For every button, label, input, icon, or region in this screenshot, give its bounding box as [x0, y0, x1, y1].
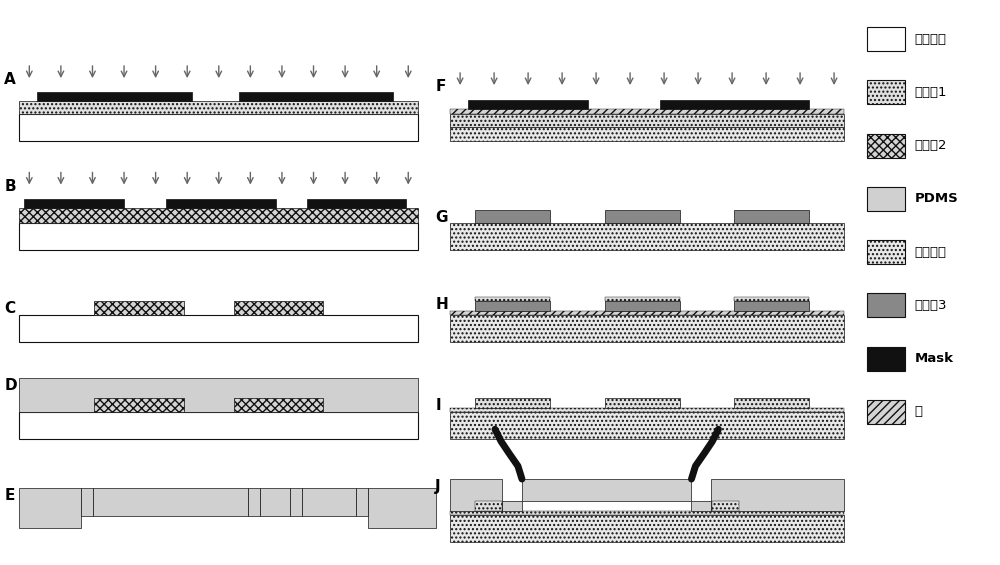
- Bar: [81, 488, 93, 516]
- Text: 金: 金: [915, 405, 923, 418]
- Bar: [475, 501, 502, 511]
- Bar: [19, 114, 418, 141]
- Bar: [19, 223, 418, 250]
- Text: A: A: [4, 72, 16, 87]
- Text: 光刻胶2: 光刻胶2: [915, 139, 947, 152]
- Text: I: I: [435, 398, 441, 414]
- Text: J: J: [435, 479, 441, 494]
- Bar: [93, 488, 248, 516]
- Bar: [260, 488, 290, 516]
- Text: PDMS: PDMS: [915, 193, 959, 206]
- Bar: [605, 398, 680, 408]
- Text: Mask: Mask: [915, 352, 954, 365]
- Bar: [475, 297, 550, 301]
- Bar: [356, 488, 368, 516]
- Bar: [94, 301, 184, 315]
- Text: 平滑衬底: 平滑衬底: [915, 33, 947, 46]
- Bar: [290, 488, 302, 516]
- Bar: [166, 199, 276, 208]
- Bar: [302, 488, 356, 516]
- Bar: [234, 301, 323, 315]
- Bar: [450, 479, 502, 511]
- Text: D: D: [4, 377, 17, 393]
- Bar: [368, 488, 436, 528]
- Bar: [234, 398, 323, 412]
- Text: H: H: [435, 297, 448, 312]
- Bar: [450, 412, 844, 439]
- Bar: [450, 114, 844, 127]
- Bar: [475, 210, 550, 223]
- Text: 光刻胶1: 光刻胶1: [915, 86, 947, 99]
- Bar: [867, 347, 905, 371]
- Bar: [691, 501, 711, 511]
- Bar: [19, 412, 418, 439]
- Bar: [522, 479, 691, 501]
- Bar: [450, 408, 844, 412]
- Bar: [475, 301, 550, 311]
- Bar: [450, 511, 844, 515]
- Bar: [867, 187, 905, 211]
- Bar: [19, 488, 81, 528]
- Text: F: F: [435, 79, 446, 94]
- Bar: [867, 27, 905, 51]
- Bar: [867, 134, 905, 158]
- Bar: [605, 301, 680, 311]
- Bar: [734, 210, 809, 223]
- Bar: [19, 377, 418, 412]
- Bar: [19, 101, 418, 114]
- Bar: [502, 501, 522, 511]
- Bar: [712, 501, 739, 511]
- Bar: [307, 199, 406, 208]
- Bar: [734, 297, 809, 301]
- Bar: [734, 398, 809, 408]
- Text: 光刻胶3: 光刻胶3: [915, 299, 947, 312]
- Text: B: B: [4, 179, 16, 194]
- Bar: [450, 223, 844, 250]
- Bar: [605, 210, 680, 223]
- Bar: [734, 301, 809, 311]
- Bar: [660, 100, 809, 109]
- Text: 透明基底: 透明基底: [915, 246, 947, 259]
- Bar: [94, 398, 184, 412]
- Bar: [37, 92, 192, 101]
- Bar: [867, 240, 905, 264]
- Text: E: E: [4, 488, 15, 503]
- Bar: [450, 127, 844, 141]
- Bar: [867, 80, 905, 105]
- Bar: [605, 297, 680, 301]
- Text: G: G: [435, 210, 448, 225]
- Bar: [24, 199, 124, 208]
- Bar: [450, 311, 844, 315]
- Bar: [468, 100, 588, 109]
- Bar: [711, 479, 844, 511]
- Bar: [867, 400, 905, 424]
- Bar: [239, 92, 393, 101]
- Bar: [450, 515, 844, 542]
- Bar: [19, 315, 418, 342]
- Bar: [248, 488, 260, 516]
- Bar: [475, 398, 550, 408]
- Text: C: C: [4, 301, 16, 316]
- Bar: [19, 208, 418, 223]
- Bar: [867, 293, 905, 318]
- Bar: [450, 315, 844, 342]
- Bar: [450, 109, 844, 114]
